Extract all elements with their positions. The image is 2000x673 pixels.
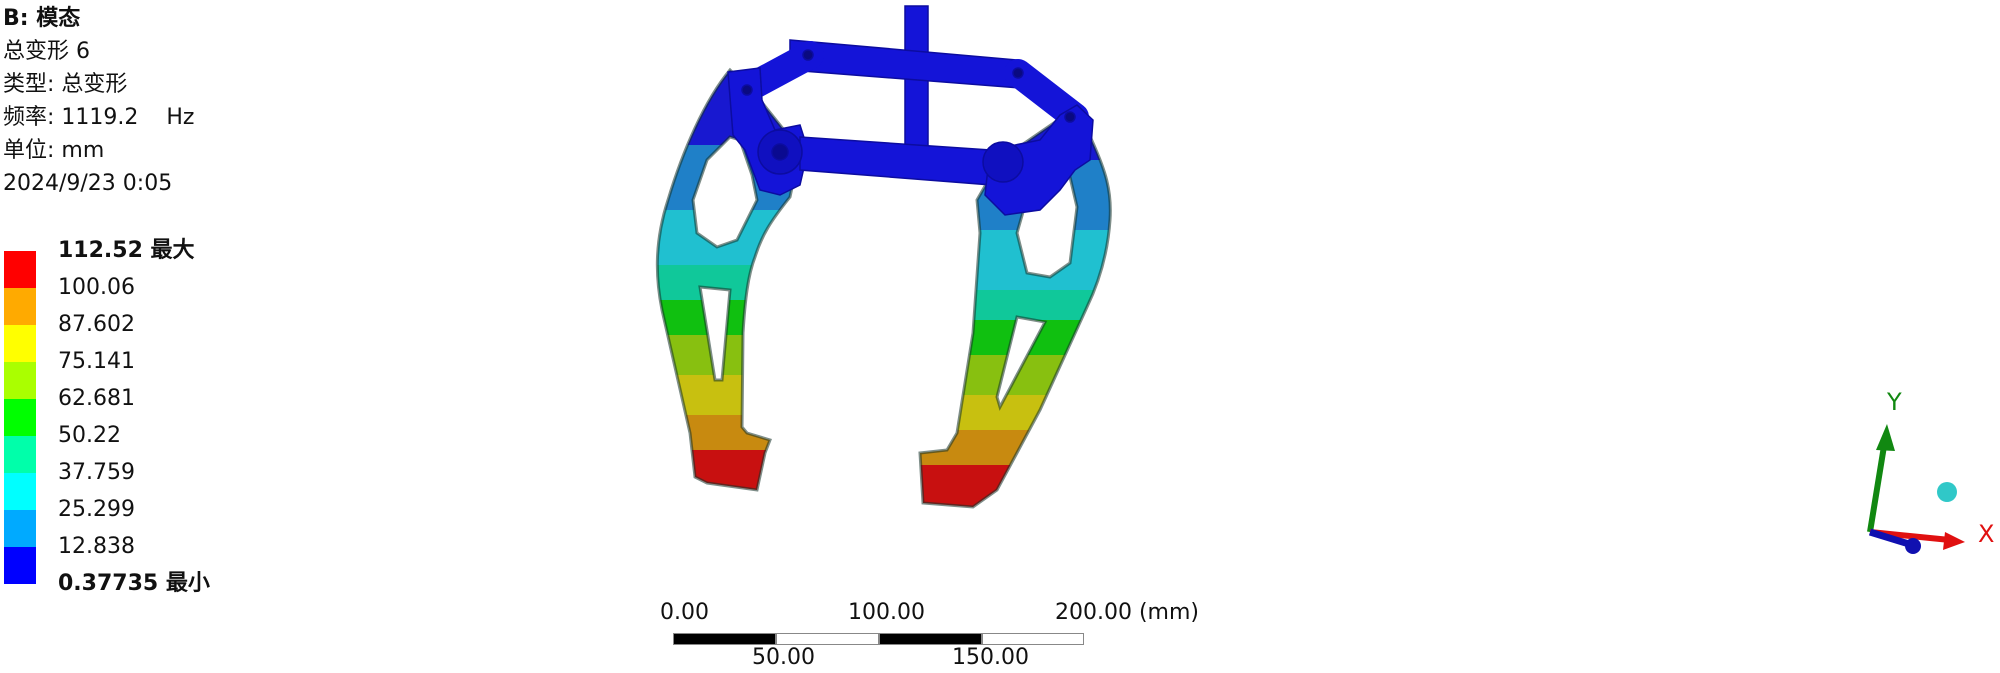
scale-segment [879, 633, 982, 645]
scale-label-200: 200.00 (mm) [1055, 600, 1199, 625]
result-type: 类型: 总变形 [3, 72, 128, 97]
legend-label: 100.06 [58, 275, 135, 300]
x-axis-arrowhead [1943, 532, 1965, 550]
legend-swatch [4, 288, 36, 325]
scale-segment [776, 633, 879, 645]
legend-label: 0.37735 最小 [58, 571, 210, 596]
legend-swatch [4, 547, 36, 584]
scale-segment [982, 633, 1084, 645]
legend-swatch [4, 325, 36, 362]
y-axis-label: Y [1886, 388, 1902, 416]
result-name: 总变形 6 [3, 39, 90, 64]
scale-label-100: 100.00 [848, 600, 925, 625]
legend-swatch [4, 473, 36, 510]
gripper-model [655, 5, 1112, 509]
legend-label: 87.602 [58, 312, 135, 337]
legend-swatch [4, 436, 36, 473]
linkage [727, 5, 1094, 216]
scale-label-50: 50.00 [752, 645, 815, 670]
scale-label-150: 150.00 [952, 645, 1029, 670]
right-finger [918, 104, 1112, 509]
legend-label: 62.681 [58, 386, 135, 411]
z-axis-arrow [1868, 528, 1914, 549]
axis-triad[interactable]: Y X [1867, 388, 1994, 554]
legend-swatch [4, 510, 36, 547]
legend-label: 37.759 [58, 460, 135, 485]
legend-label: 12.838 [58, 534, 135, 559]
legend-label: 112.52 最大 [58, 238, 195, 263]
y-axis-arrow [1867, 439, 1888, 533]
result-info: B: 模态 总变形 6 类型: 总变形 频率: 1119.2 Hz 单位: mm… [3, 2, 194, 200]
iso-view-sphere-icon[interactable] [1937, 482, 1957, 502]
legend-swatch [4, 251, 36, 288]
timestamp: 2024/9/23 0:05 [3, 171, 173, 196]
y-axis-arrowhead [1876, 424, 1895, 451]
legend-swatch [4, 362, 36, 399]
unit: 单位: mm [3, 138, 105, 163]
analysis-title: B: 模态 [3, 6, 81, 31]
scale-segment [673, 633, 776, 645]
legend-swatch [4, 399, 36, 436]
z-axis-head-icon [1905, 538, 1921, 554]
legend-label: 25.299 [58, 497, 135, 522]
scale-label-0: 0.00 [660, 600, 709, 625]
legend-label: 50.22 [58, 423, 121, 448]
x-axis-label: X [1978, 520, 1994, 548]
frequency: 频率: 1119.2 Hz [3, 105, 195, 130]
legend-label: 75.141 [58, 349, 135, 374]
